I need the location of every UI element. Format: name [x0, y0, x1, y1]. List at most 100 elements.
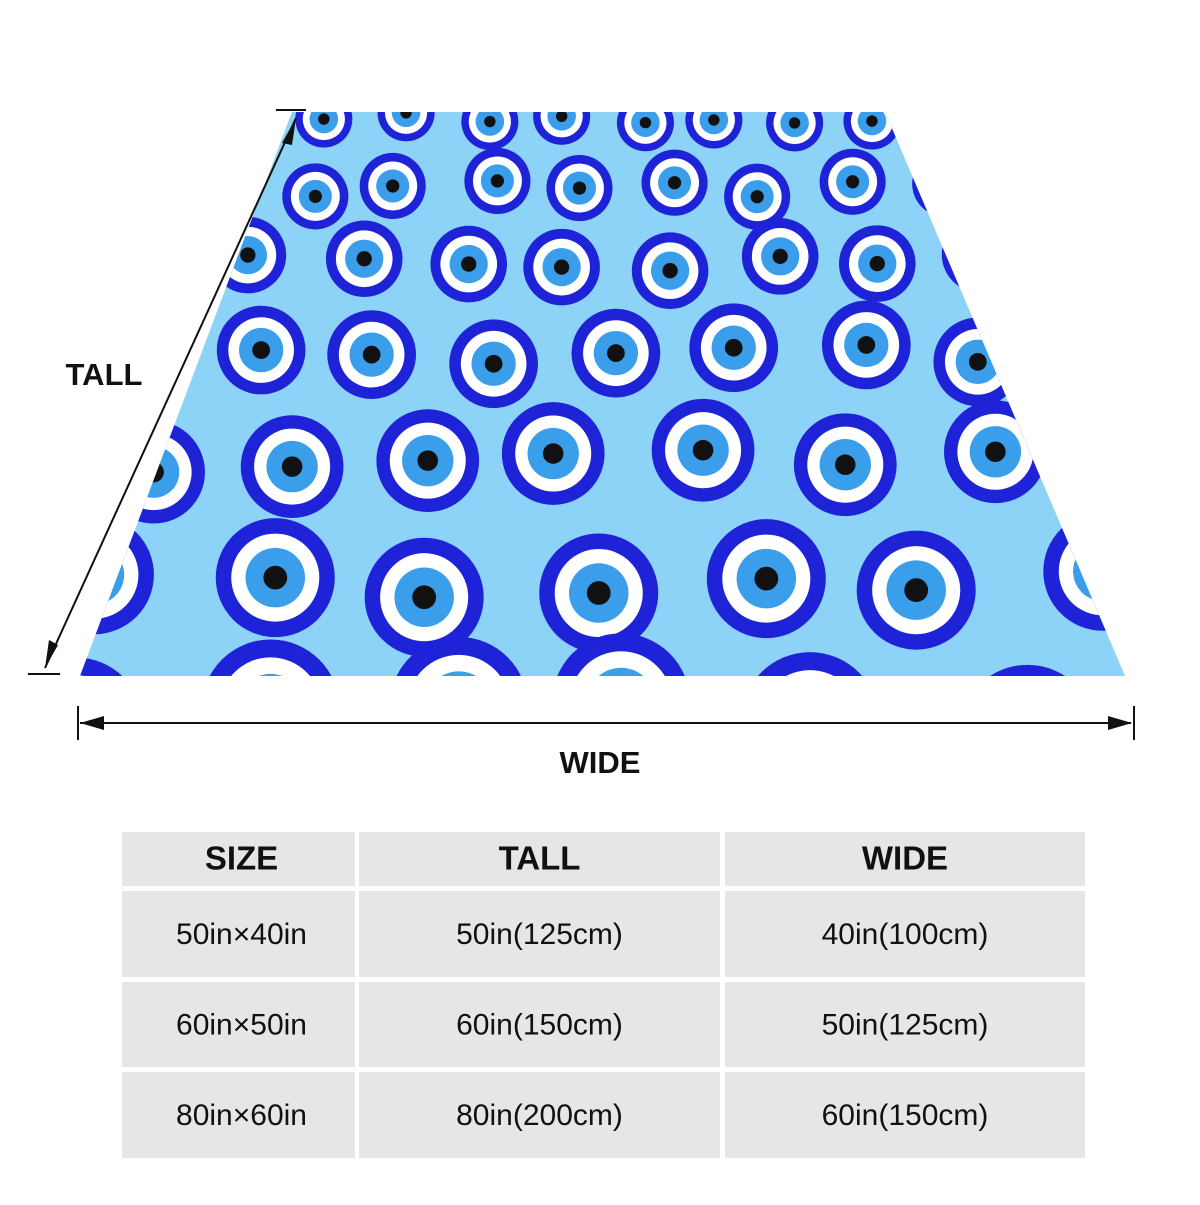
eye-ring [178, 145, 245, 212]
evil-eye [912, 150, 979, 217]
evil-eye [571, 308, 661, 398]
eye-ring [221, 112, 279, 142]
eye-ring [958, 664, 1097, 676]
eye-white [951, 226, 1009, 283]
eye-white [570, 651, 673, 676]
evil-eye [641, 149, 708, 216]
table-cell [359, 891, 720, 977]
table-cell [725, 891, 1085, 977]
eye-pupil [240, 247, 256, 263]
eye-iris [1073, 541, 1125, 602]
evil-eye [741, 218, 819, 295]
eye-white [122, 233, 180, 290]
evil-eye [689, 303, 779, 393]
eye-pupil [708, 114, 720, 126]
evil-eye [685, 112, 743, 149]
eye-pupil [281, 456, 303, 477]
evil-eye [533, 112, 591, 145]
arrow-head [1108, 716, 1132, 730]
eye-iris [424, 671, 494, 676]
evil-eye [1043, 511, 1125, 631]
eye-pupil [866, 115, 878, 127]
table-cell [725, 982, 1085, 1067]
eye-pupil [542, 443, 564, 464]
eye-pupil [484, 115, 496, 128]
evil-eye [389, 636, 528, 676]
table-cell [122, 982, 355, 1067]
eye-white [920, 159, 970, 209]
evil-eye [501, 402, 605, 505]
eye-iris [993, 699, 1062, 768]
eye-iris [960, 235, 1000, 274]
eye-pupil [244, 112, 256, 120]
evil-eye [216, 305, 306, 395]
evil-eye [201, 639, 340, 676]
table-cell [122, 832, 355, 886]
evil-eye [741, 652, 879, 735]
header-cell-text: WIDE [862, 840, 948, 877]
eye-pupil [82, 562, 107, 587]
eye-ring [912, 150, 979, 217]
eye-pupil [796, 707, 824, 735]
evil-eye [933, 317, 1023, 407]
evil-eye [282, 163, 349, 230]
table-cell [359, 982, 720, 1067]
tall-label: TALL [66, 357, 143, 392]
eye-iris [235, 112, 265, 128]
eye-pupil [572, 181, 587, 195]
eye-pupil [972, 246, 988, 263]
eye-white [80, 530, 139, 619]
eye-pupil [586, 581, 611, 605]
eye-ring [1124, 650, 1125, 676]
wide-label: WIDE [560, 745, 641, 780]
table-cell [725, 1072, 1085, 1158]
cell-text: 50in×40in [176, 918, 307, 951]
evil-eye [112, 223, 189, 300]
eye-pupil [754, 566, 779, 591]
evil-eye [821, 300, 911, 390]
table-cell [725, 832, 1085, 886]
evil-eye [240, 415, 344, 518]
evil-eye [178, 145, 245, 212]
eye-pupil [985, 441, 1006, 463]
eye-pupil [362, 345, 381, 364]
eye-pupil [412, 585, 437, 610]
evil-eye [377, 112, 435, 142]
arrow-head [45, 640, 58, 668]
cell-text: 60in×50in [176, 1008, 307, 1041]
header-cell-text: TALL [499, 840, 581, 877]
evil-eye [819, 148, 886, 215]
evil-eye [523, 228, 600, 306]
eye-pupil [484, 354, 503, 373]
evil-eye [461, 112, 519, 151]
eye-iris [195, 161, 229, 195]
eye-iris [586, 667, 656, 676]
eye-pupil [857, 336, 876, 354]
evil-eye [706, 519, 826, 639]
eye-pupil [263, 565, 288, 590]
eye-white [759, 670, 862, 676]
eye-pupil [869, 255, 885, 272]
eye-white [1142, 668, 1200, 770]
eye-pupil [846, 175, 860, 189]
evil-eye [941, 216, 1019, 293]
arrow-head [80, 716, 104, 730]
evil-eye [80, 515, 154, 635]
eye-pupil [490, 174, 505, 188]
evil-eye [430, 225, 508, 303]
cell-text: 80in×60in [176, 1099, 307, 1132]
evil-eye [631, 232, 709, 309]
eye-pupil [318, 113, 330, 125]
evil-eye [364, 537, 484, 657]
eye-pupil [553, 259, 570, 275]
evil-eye [838, 225, 916, 302]
eye-pupil [205, 171, 219, 185]
eye-white [228, 112, 271, 135]
eye-pupil [1014, 720, 1042, 748]
table-cell [122, 891, 355, 977]
evil-eye [325, 220, 403, 298]
eye-iris [928, 167, 962, 201]
eye-iris [1159, 685, 1200, 754]
